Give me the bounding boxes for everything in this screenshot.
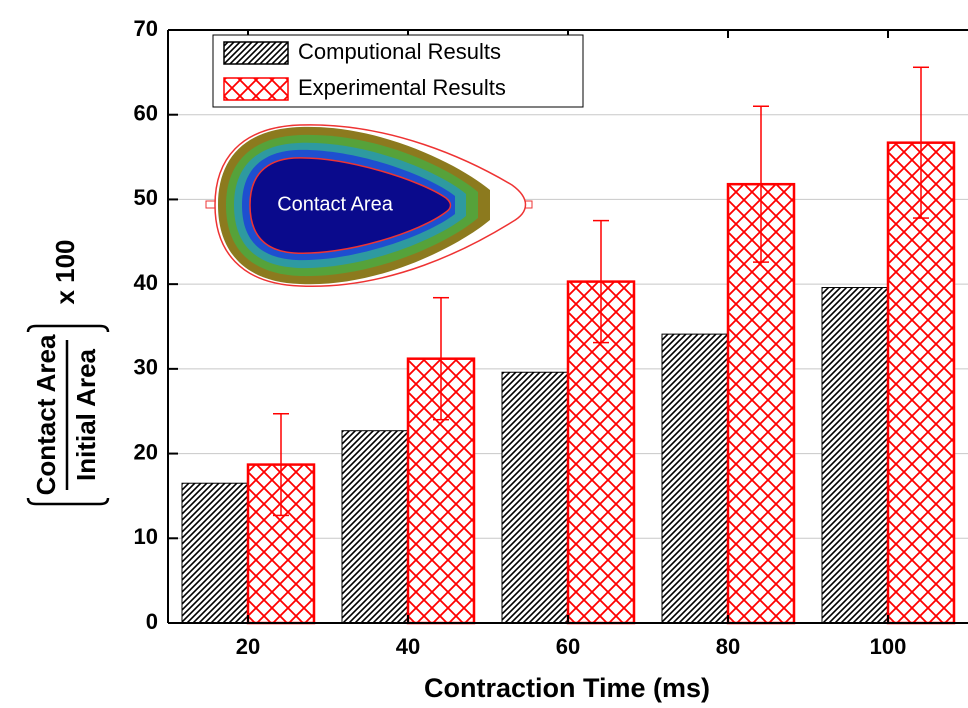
error-bar <box>753 105 769 263</box>
bar <box>886 141 956 625</box>
error-bar <box>913 66 929 219</box>
y-tick-label: 70 <box>134 16 158 41</box>
y-tick-label: 40 <box>134 270 158 295</box>
y-tick-label: 0 <box>146 609 158 634</box>
error-bar <box>593 219 609 344</box>
inset: Contact Area <box>205 124 533 287</box>
legend-swatch <box>223 41 289 65</box>
legend: Computional Results Experimental Results <box>212 34 584 108</box>
y-label-numerator: Contact Area <box>31 334 61 495</box>
error-bar <box>273 413 289 517</box>
legend-swatch <box>223 77 289 101</box>
y-tick-label: 50 <box>134 185 158 210</box>
bar <box>821 287 889 624</box>
y-label-denominator: Initial Area <box>71 348 101 481</box>
x-tick-label: 40 <box>396 634 420 659</box>
axes: 0 10 20 30 40 50 60 70 20 40 60 80 100 <box>134 16 968 659</box>
y-tick-label: 20 <box>134 439 158 464</box>
bars <box>181 66 956 625</box>
bar <box>661 333 729 624</box>
x-tick-label: 100 <box>870 634 907 659</box>
bar <box>181 482 249 624</box>
y-label-factor: x 100 <box>50 239 80 304</box>
bar <box>341 430 409 624</box>
x-axis-title: Contraction Time (ms) <box>424 673 710 703</box>
legend-label: Computional Results <box>298 39 501 64</box>
error-bar <box>433 296 449 421</box>
x-tick-label: 20 <box>236 634 260 659</box>
bar <box>501 371 569 624</box>
x-tick-label: 80 <box>716 634 740 659</box>
legend-label: Experimental Results <box>298 75 506 100</box>
y-tick-label: 30 <box>134 355 158 380</box>
y-axis-title: Contact Area Initial Area x 100 <box>26 239 110 506</box>
inset-label: Contact Area <box>277 193 394 215</box>
y-tick-label: 10 <box>134 524 158 549</box>
x-tick-label: 60 <box>556 634 580 659</box>
y-tick-label: 60 <box>134 101 158 126</box>
